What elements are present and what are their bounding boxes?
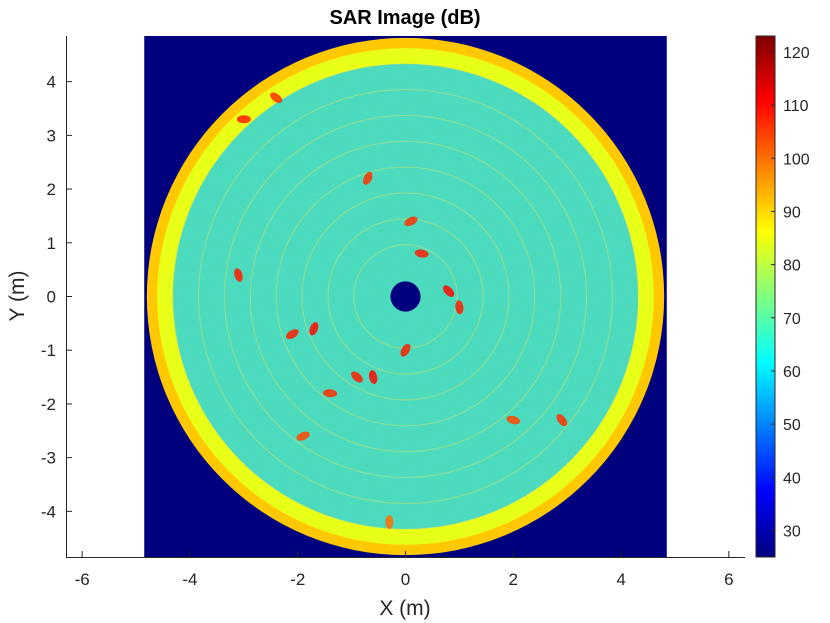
scatterer-point xyxy=(369,370,378,384)
y-tick-label: 1 xyxy=(47,234,56,253)
y-tick-label: -3 xyxy=(41,449,56,468)
x-tick-label: -2 xyxy=(290,570,305,589)
colorbar: 120 110 100 90 80 70 60 50 40 30 xyxy=(755,35,810,558)
x-tick-label: -4 xyxy=(182,570,197,589)
y-axis-ticks: 4 3 2 1 0 -1 -2 -3 -4 xyxy=(41,73,72,521)
range-ring xyxy=(327,218,484,375)
x-tick-label: -6 xyxy=(75,570,90,589)
y-axis-label: Y (m) xyxy=(6,271,29,322)
scatterer-point xyxy=(296,431,310,441)
x-tick-label: 4 xyxy=(616,570,625,589)
chart-title: SAR Image (dB) xyxy=(329,7,480,29)
colorbar-tick-label: 40 xyxy=(783,470,801,487)
colorbar-tick-label: 120 xyxy=(783,45,810,62)
range-ring xyxy=(172,63,639,530)
scatterer-point xyxy=(455,300,464,315)
scatterer-point xyxy=(400,343,411,357)
y-tick-label: 3 xyxy=(47,126,56,145)
y-tick-label: 4 xyxy=(47,73,56,92)
colorbar-tick-label: 70 xyxy=(783,311,801,328)
range-ring xyxy=(275,166,536,427)
scatterer-point xyxy=(404,216,418,227)
range-ring xyxy=(197,88,614,505)
x-tick-label: 0 xyxy=(401,570,410,589)
scatterer-point xyxy=(351,371,363,383)
colorbar-tick-label: 100 xyxy=(783,151,810,168)
sar-image xyxy=(144,36,667,557)
x-axis-label: X (m) xyxy=(379,597,430,620)
scatterer-point xyxy=(414,249,429,258)
colorbar-tick-label: 110 xyxy=(783,98,809,115)
scatterer-point xyxy=(286,329,299,340)
scatterer-point xyxy=(236,115,251,124)
scatterer-point xyxy=(385,515,394,530)
scatterer-point xyxy=(270,92,283,104)
x-tick-label: 6 xyxy=(724,570,733,589)
center-hole xyxy=(390,281,421,312)
y-tick-label: 0 xyxy=(47,288,56,307)
scatterer-point xyxy=(363,171,373,185)
x-tick-label: 2 xyxy=(509,570,518,589)
y-tick-label: -4 xyxy=(41,502,56,521)
y-tick-label: -1 xyxy=(41,341,56,360)
scatterer-point xyxy=(309,322,319,336)
colorbar-gradient xyxy=(755,35,776,558)
colorbar-tick-label: 30 xyxy=(783,523,801,540)
colorbar-tick-label: 50 xyxy=(783,417,801,434)
range-ring xyxy=(223,114,588,479)
y-tick-label: 2 xyxy=(47,180,56,199)
range-ring xyxy=(301,192,510,401)
range-ring xyxy=(249,140,562,453)
colorbar-tick-label: 60 xyxy=(783,364,801,381)
colorbar-tick-label: 90 xyxy=(783,204,801,221)
scatterer-point xyxy=(323,389,338,398)
x-axis-ticks: -6 -4 -2 0 2 4 6 xyxy=(75,551,734,589)
y-tick-label: -2 xyxy=(41,395,56,414)
colorbar-ticks: 120 110 100 90 80 70 60 50 40 30 xyxy=(771,45,810,540)
scatterer-point xyxy=(443,285,455,297)
scatterer-point xyxy=(234,268,243,282)
scatterer-point xyxy=(556,413,568,427)
colorbar-tick-label: 80 xyxy=(783,258,801,275)
scatterer-point xyxy=(506,415,521,425)
